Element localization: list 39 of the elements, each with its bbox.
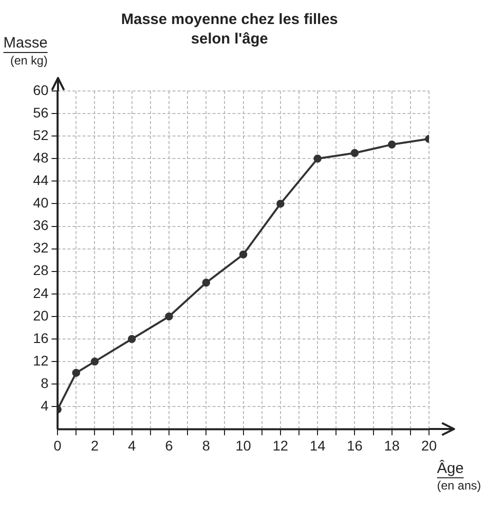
point — [72, 368, 80, 377]
y-tick-label: 60 — [32, 82, 49, 98]
point — [314, 154, 322, 163]
y-axis-title: Masse (en kg) — [3, 34, 48, 68]
y-tick-label: 36 — [32, 217, 49, 234]
y-tick-label: 44 — [32, 172, 49, 188]
x-tick-label: 6 — [165, 437, 174, 454]
point — [388, 140, 396, 149]
y-tick-label: 40 — [32, 194, 49, 211]
y-tick-label: 20 — [32, 307, 49, 324]
chart-title: Masse moyenne chez les filles selon l'âge — [121, 10, 338, 48]
y-tick-label: 52 — [32, 126, 49, 143]
point — [90, 358, 99, 366]
x-tick-label: 0 — [54, 437, 62, 454]
y-tick-label: 56 — [32, 104, 49, 120]
x-axis-title: Âge (en ans) — [437, 458, 482, 493]
x-tick-label: 18 — [384, 437, 400, 454]
y-tick-label: 24 — [32, 284, 49, 301]
x-tick-label: 8 — [202, 437, 210, 454]
y-tick-label: 8 — [40, 374, 49, 391]
y-tick-label: 32 — [32, 240, 49, 256]
y-tick-label: 16 — [32, 330, 49, 346]
point — [350, 149, 359, 158]
x-tick-label: 10 — [235, 437, 252, 454]
x-tick-label: 2 — [90, 437, 99, 454]
point — [202, 278, 210, 287]
point — [165, 312, 173, 320]
point — [128, 335, 136, 344]
x-tick-label: 4 — [128, 437, 136, 454]
y-tick-label: 4 — [40, 398, 49, 414]
point — [239, 250, 248, 258]
x-tick-label: 20 — [421, 437, 437, 454]
point — [276, 200, 284, 208]
y-tick-label: 28 — [32, 262, 49, 278]
x-tick-label: 12 — [272, 437, 288, 454]
x-tick-label: 16 — [346, 437, 363, 454]
y-tick-label: 12 — [32, 352, 49, 368]
y-tick-label: 48 — [32, 150, 49, 166]
x-tick-label: 14 — [310, 437, 326, 454]
